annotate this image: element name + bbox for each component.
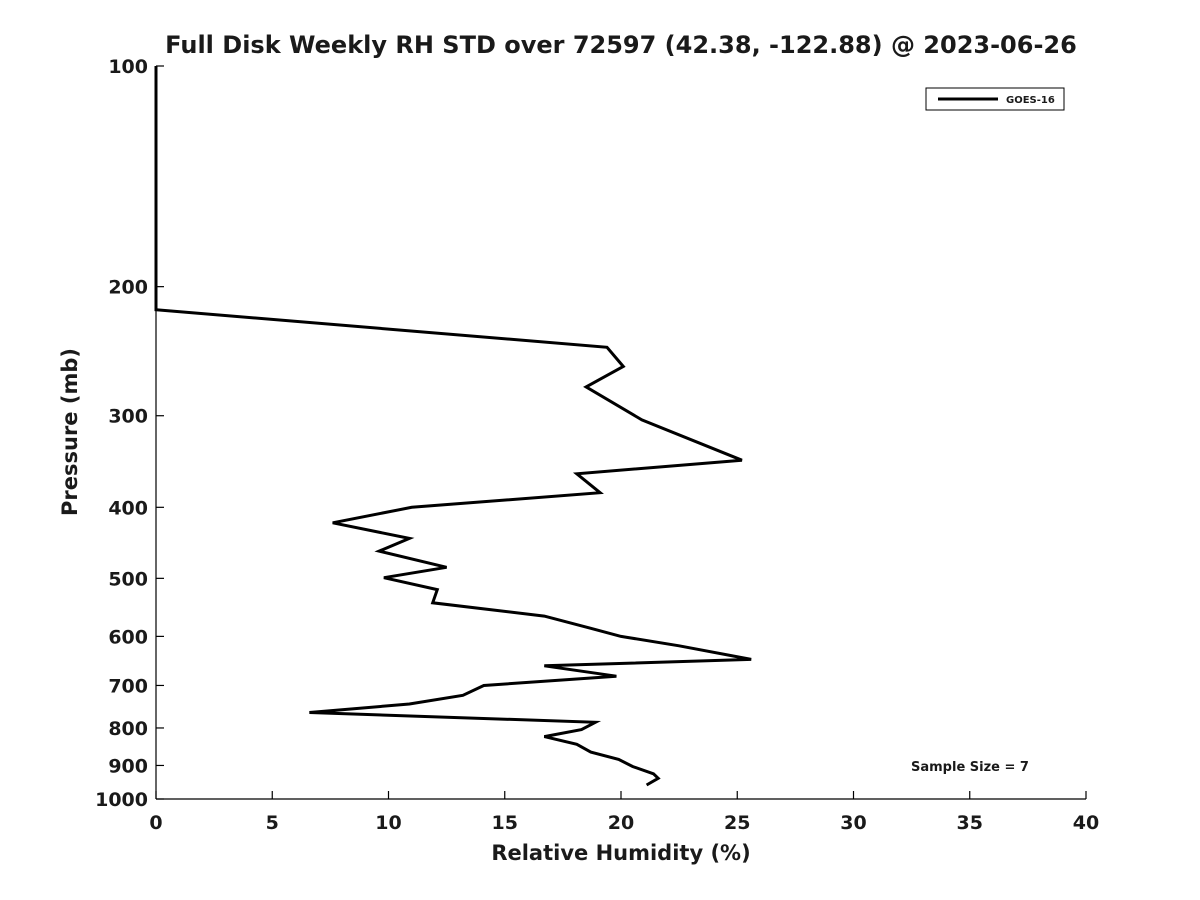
y-tick-label: 600 [108,626,148,648]
x-tick-label: 35 [957,812,983,834]
y-tick-label: 200 [108,277,148,299]
y-tick-label: 1000 [95,789,148,811]
x-tick-label: 20 [608,812,634,834]
y-tick-label: 800 [108,718,148,740]
x-tick-label: 15 [492,812,518,834]
series-line-goes16 [154,66,752,787]
y-tick-label: 400 [108,497,148,519]
x-tick-label: 30 [840,812,866,834]
x-tick-label: 10 [375,812,401,834]
x-tick-label: 0 [149,812,162,834]
y-tick-label: 700 [108,675,148,697]
sample-size-annotation: Sample Size = 7 [911,760,1029,775]
chart-title: Full Disk Weekly RH STD over 72597 (42.3… [165,31,1077,59]
y-axis-ticks: 100 200 300 400 500 600 700 800 900 1000 [95,56,164,811]
y-axis-label: Pressure (mb) [58,348,82,516]
y-tick-label: 100 [108,56,148,78]
legend-label-goes16: GOES-16 [1006,95,1055,106]
x-tick-label: 25 [724,812,750,834]
series-layer [154,66,752,787]
x-axis-ticks: 0 5 10 15 20 25 30 35 40 [149,791,1099,834]
y-tick-label: 300 [108,406,148,428]
plot-axes [155,66,1086,800]
x-tick-label: 5 [266,812,279,834]
y-tick-label: 900 [108,755,148,777]
y-tick-label: 500 [108,568,148,590]
x-tick-label: 40 [1073,812,1099,834]
x-axis-label: Relative Humidity (%) [491,841,750,865]
legend: GOES-16 [925,87,1065,111]
